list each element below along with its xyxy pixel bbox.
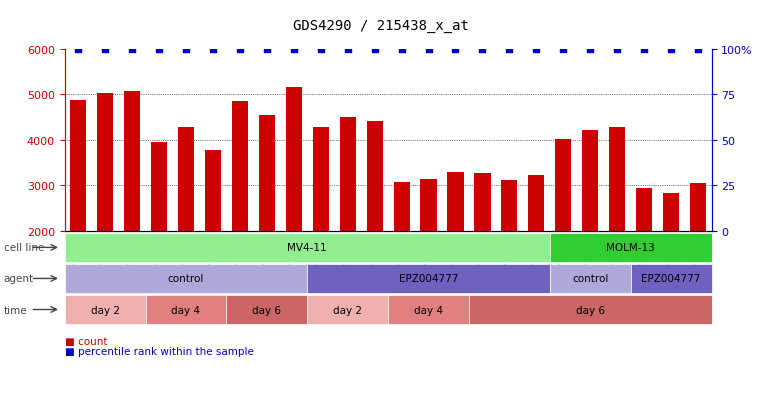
Point	[665, 46, 677, 53]
Point	[342, 46, 354, 53]
Text: GDS4290 / 215438_x_at: GDS4290 / 215438_x_at	[292, 19, 469, 33]
Bar	[609, 128, 626, 322]
Bar	[582, 131, 598, 322]
Bar	[70, 100, 86, 322]
Point	[476, 46, 489, 53]
Point	[99, 46, 111, 53]
Bar	[97, 94, 113, 322]
Bar	[663, 193, 679, 322]
Point	[584, 46, 597, 53]
Bar	[339, 118, 356, 322]
Bar	[421, 180, 437, 322]
Text: control: control	[572, 274, 609, 284]
Bar	[178, 128, 194, 322]
Point	[692, 46, 704, 53]
Point	[503, 46, 515, 53]
Point	[153, 46, 165, 53]
Point	[450, 46, 462, 53]
Point	[234, 46, 246, 53]
Point	[126, 46, 139, 53]
Text: day 4: day 4	[171, 305, 200, 315]
Text: time: time	[4, 305, 27, 315]
Point	[180, 46, 192, 53]
Text: control: control	[167, 274, 204, 284]
Text: EPZ004777: EPZ004777	[399, 274, 458, 284]
Point	[530, 46, 543, 53]
Point	[396, 46, 408, 53]
Bar	[501, 181, 517, 322]
Point	[207, 46, 219, 53]
Point	[422, 46, 435, 53]
Point	[368, 46, 380, 53]
Bar	[259, 116, 275, 322]
Bar	[636, 188, 652, 322]
Point	[638, 46, 650, 53]
Bar	[151, 143, 167, 322]
Text: agent: agent	[4, 274, 34, 284]
Text: MOLM-13: MOLM-13	[607, 243, 655, 253]
Point	[288, 46, 300, 53]
Bar	[285, 88, 302, 322]
Bar	[205, 150, 221, 322]
Point	[314, 46, 326, 53]
Bar	[393, 182, 409, 322]
Bar	[690, 183, 706, 322]
Point	[261, 46, 273, 53]
Bar	[124, 91, 140, 322]
Bar	[313, 128, 329, 322]
Text: ■ percentile rank within the sample: ■ percentile rank within the sample	[65, 346, 253, 356]
Text: day 4: day 4	[414, 305, 443, 315]
Bar	[474, 173, 491, 322]
Text: MV4-11: MV4-11	[288, 243, 327, 253]
Bar	[447, 173, 463, 322]
Point	[557, 46, 569, 53]
Text: day 6: day 6	[253, 305, 282, 315]
Bar	[367, 121, 383, 322]
Point	[611, 46, 623, 53]
Text: EPZ004777: EPZ004777	[642, 274, 701, 284]
Text: day 6: day 6	[576, 305, 605, 315]
Point	[72, 46, 84, 53]
Text: cell line: cell line	[4, 243, 44, 253]
Bar	[232, 102, 248, 322]
Text: ■ count: ■ count	[65, 336, 107, 346]
Text: day 2: day 2	[91, 305, 119, 315]
Bar	[528, 176, 544, 322]
Text: day 2: day 2	[333, 305, 362, 315]
Bar	[556, 140, 572, 322]
